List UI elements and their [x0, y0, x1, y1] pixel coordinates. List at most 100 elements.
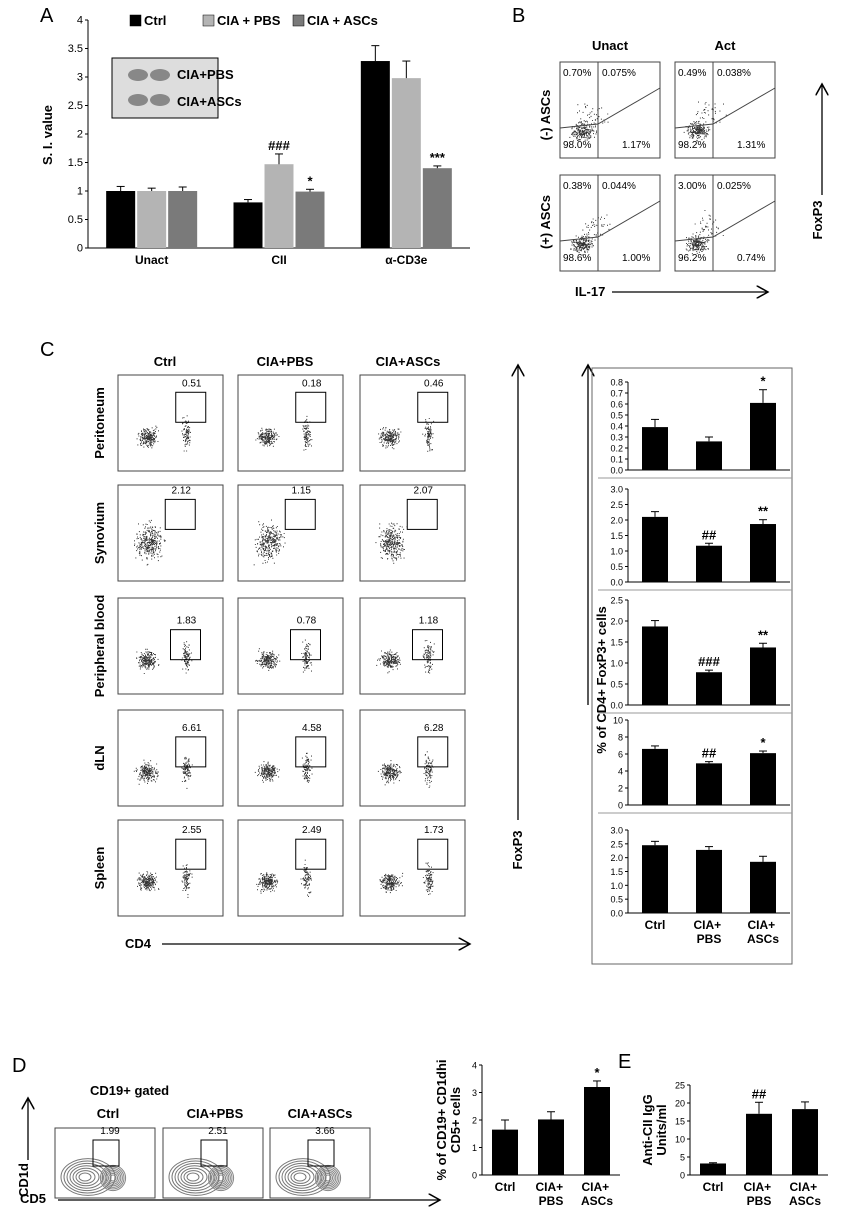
y-tick-label: 0.5 — [610, 895, 623, 905]
y-tick-label: 1.5 — [610, 867, 623, 877]
y-tick-label: 2.5 — [610, 839, 623, 849]
flow-plot — [359, 819, 466, 917]
cell-dots — [376, 639, 435, 674]
x-tick-label: CIA+ ASCs — [789, 1180, 821, 1208]
contour — [211, 1168, 231, 1188]
contour — [78, 1172, 92, 1182]
x-tick-label: CIA+ PBS — [693, 918, 724, 946]
y-tick-label: 4 — [618, 767, 623, 777]
legend-swatch — [129, 14, 142, 27]
contour — [284, 1165, 319, 1189]
quadrant-value: 96.2% — [678, 253, 706, 264]
bar — [642, 626, 668, 705]
legend-swatch — [292, 14, 305, 27]
y-tick-label: 2.0 — [610, 516, 623, 526]
significance: ## — [752, 1086, 767, 1101]
bar — [360, 61, 390, 248]
blot-spot — [150, 94, 170, 106]
significance: *** — [430, 150, 446, 165]
cell-dots — [133, 756, 193, 789]
bar — [642, 748, 668, 805]
y-tick-label: 15 — [675, 1117, 685, 1127]
bar — [264, 164, 294, 248]
cell-dots — [256, 859, 312, 897]
y-tick-label: 6 — [618, 750, 623, 760]
y-tick-label: 8 — [618, 733, 623, 743]
bar — [750, 647, 776, 705]
bar — [696, 763, 722, 805]
panel-letter: C — [40, 339, 54, 361]
gate — [417, 736, 449, 768]
gate-value: 6.61 — [182, 723, 202, 734]
contour — [293, 1172, 307, 1182]
legend-swatch — [202, 14, 215, 27]
column-header: CIA+PBS — [187, 1106, 244, 1121]
y-tick-label: 0.5 — [610, 562, 623, 572]
gate — [175, 838, 207, 870]
contour — [109, 1174, 117, 1182]
y-tick-label: 20 — [675, 1099, 685, 1109]
flow-plot — [674, 61, 776, 159]
gate — [295, 838, 327, 870]
gate-value: 4.58 — [302, 723, 322, 734]
cell-dots — [570, 214, 611, 256]
contour — [217, 1174, 225, 1182]
significance: ## — [702, 527, 717, 542]
gate-value: 1.15 — [292, 485, 312, 496]
y-axis-label: CD5+ cells — [448, 1087, 463, 1153]
blot-spot — [150, 69, 170, 81]
bar — [792, 1109, 818, 1175]
quadrant-value: 0.49% — [678, 68, 706, 79]
quadrant-value: 0.025% — [717, 181, 751, 192]
blot-spot — [128, 69, 148, 81]
cell-dots — [378, 417, 435, 452]
contour — [183, 1170, 204, 1184]
contour — [63, 1160, 112, 1194]
y-tick-label: 2 — [618, 784, 623, 794]
gate — [290, 629, 321, 661]
chart-frame — [591, 367, 793, 965]
y-tick-label: 0.6 — [610, 400, 623, 410]
legend-label: CIA + PBS — [217, 13, 281, 28]
cell-dots — [255, 415, 313, 451]
quadrant-value: 0.38% — [563, 181, 591, 192]
contour — [318, 1168, 338, 1188]
cell-dots — [683, 101, 727, 144]
gate-value: 2.07 — [414, 485, 434, 496]
contour — [180, 1167, 208, 1187]
flow-plot — [674, 174, 776, 272]
legend-label: Ctrl — [144, 13, 166, 28]
bar — [696, 441, 722, 470]
flow-plot — [237, 597, 344, 695]
y-tick-label: 0.0 — [610, 578, 623, 588]
y-tick-label: 10 — [613, 716, 623, 726]
quadrant-value: 98.0% — [563, 140, 591, 151]
x-tick-label: CIA+ PBS — [743, 1180, 774, 1208]
quadrant-value: 98.2% — [678, 140, 706, 151]
inset-label: CIA+PBS — [177, 67, 234, 82]
bar — [233, 202, 263, 248]
bar — [391, 78, 421, 248]
contour — [69, 1165, 104, 1189]
bar — [106, 191, 136, 248]
y-tick-label: 1.0 — [610, 881, 623, 891]
gate-value: 2.51 — [208, 1126, 228, 1137]
contour — [177, 1165, 212, 1189]
y-axis-label: % of CD19+ CD1dhi — [434, 1060, 449, 1181]
cell-dots — [136, 415, 191, 452]
row-label: Spleen — [92, 847, 107, 890]
y-tick-label: 1 — [472, 1143, 477, 1153]
quadrant-gate — [674, 62, 776, 158]
y-tick-label: 3.0 — [610, 826, 623, 836]
contour — [281, 1162, 323, 1192]
y-tick-label: 3.0 — [610, 485, 623, 495]
gate-value: 1.18 — [419, 616, 439, 627]
contour — [316, 1166, 340, 1190]
inset-blot — [111, 57, 219, 119]
flow-plot — [237, 819, 344, 917]
bar — [295, 191, 325, 248]
x-tick-label: Unact — [135, 253, 168, 267]
column-header: CIA+PBS — [257, 354, 314, 369]
gate — [175, 736, 207, 768]
y-tick-label: 0.8 — [610, 378, 623, 388]
